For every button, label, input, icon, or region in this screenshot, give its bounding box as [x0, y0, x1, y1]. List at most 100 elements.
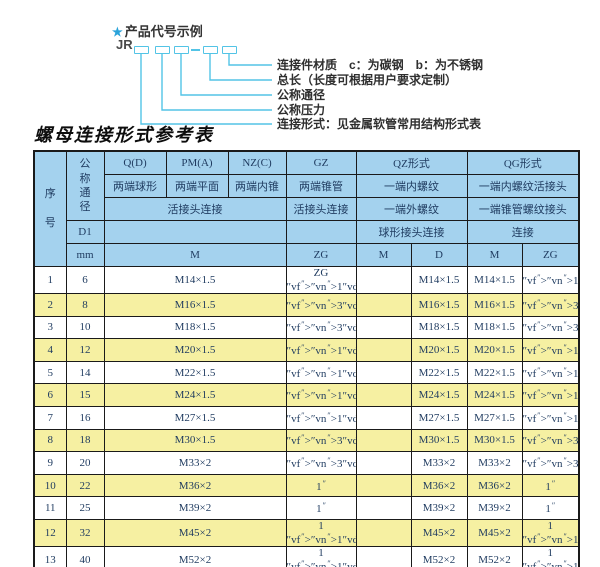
- header-thread-zg: ZG: [285, 243, 357, 267]
- cell-qg_m: M14×1.5: [466, 266, 523, 294]
- header-ends-nzc: 两端内锥: [227, 174, 287, 198]
- diagram-label-material: 连接件材质 c：为碳钢 b：为不锈钢: [277, 58, 484, 72]
- cell-qz_d: M30×1.5: [410, 428, 468, 453]
- cell-dn: 20: [65, 451, 105, 475]
- cell-qg_zg: 1 ″vf″>″vn″>1″vd″>2″: [521, 545, 580, 567]
- header-ends-pma: 两端平面: [165, 174, 229, 198]
- cell-qz_d: M39×2: [410, 496, 468, 520]
- product-code-diagram: ★ 产品代号示例 JR 连接件材质 c：为碳钢 b：为不锈钢 总长（长度可根据用户…: [0, 0, 600, 148]
- table-row: 10 22 M36×2 1″ M36×2 M36×2 1″: [33, 473, 580, 498]
- cell-gz: ″vf″>″vn″>3″vd″>4″: [285, 428, 357, 453]
- table-row: 716M27×1.5″vf″>″vn″>1″vd″>2″M27×1.5M27×1…: [33, 405, 580, 430]
- cell-qz_m: [355, 405, 412, 430]
- cell-qg_zg: ″vf″>″vn″>1″vd″>4″: [521, 266, 580, 294]
- header-ends-qz: 一端内螺纹: [355, 174, 468, 198]
- cell-dn: 15: [65, 383, 105, 407]
- cell-qz_m: [355, 545, 412, 567]
- cell-qz_d: M52×2: [410, 545, 468, 567]
- cell-m: M18×1.5: [103, 315, 287, 340]
- cell-qz_d: M18×1.5: [410, 315, 468, 340]
- cell-qg_zg: ″vf″>″vn″>1″vd″>2″: [521, 360, 580, 385]
- cell-qz_d: M24×1.5: [410, 383, 468, 407]
- cell-qg_zg: ″vf″>″vn″>1″vd″>2″: [521, 405, 580, 430]
- cell-qg_zg: ″vf″>″vn″>1″vd″>2″: [521, 383, 580, 407]
- cell-dn: 40: [65, 545, 105, 567]
- cell-qz_d: M45×2: [410, 518, 468, 547]
- cell-dn: 10: [65, 315, 105, 340]
- header-d1-blank-1: [103, 220, 287, 244]
- cell-qg_m: M24×1.5: [466, 383, 523, 407]
- diagram-heading: ★ 产品代号示例: [112, 21, 203, 40]
- cell-no: 4: [33, 338, 67, 362]
- cell-m: M14×1.5: [103, 266, 287, 294]
- cell-qg_m: M45×2: [466, 518, 523, 547]
- cell-gz: 1 ″vf″>″vn″>1″vd″>4″: [285, 518, 357, 547]
- cell-qz_m: [355, 473, 412, 498]
- header-group-pma: PM(A): [165, 150, 229, 175]
- cell-qz_d: M20×1.5: [410, 338, 468, 362]
- cell-qz_m: [355, 451, 412, 475]
- table-row: 818M30×1.5″vf″>″vn″>3″vd″>4″M30×1.5M30×1…: [33, 428, 580, 453]
- cell-dn: 16: [65, 405, 105, 430]
- cell-dn: 12: [65, 338, 105, 362]
- cell-qz_d: M33×2: [410, 451, 468, 475]
- cell-qg_zg: ″vf″>″vn″>3″vd″>4″: [521, 451, 580, 475]
- nut-connection-table: 序号 公称通径 Q(D) PM(A) NZ(C) GZ QZ形式 QG形式 两端…: [33, 150, 581, 567]
- cell-qz_d: M16×1.5: [410, 293, 468, 317]
- diagram-label-length: 总长（长度可根据用户要求定制）: [277, 73, 458, 87]
- table-row: 11 25 M39×2 1″ M39×2 M39×2 1″: [33, 496, 580, 520]
- cell-qz_d: M22×1.5: [410, 360, 468, 385]
- cell-qg_zg: ″vf″>″vn″>3″vd″>4″: [521, 428, 580, 453]
- table-row: 920M33×2″vf″>″vn″>3″vd″>4″M33×2M33×2″vf″…: [33, 451, 580, 475]
- cell-qz_m: [355, 315, 412, 340]
- cell-gz: 1 ″vf″>″vn″>1″vd″>2″: [285, 545, 357, 567]
- cell-dn: 25: [65, 496, 105, 520]
- cell-m: M39×2: [103, 496, 287, 520]
- cell-no: 7: [33, 405, 67, 430]
- cell-qz_d: M27×1.5: [410, 405, 468, 430]
- cell-qg_zg: ″vf″>″vn″>3″vd″>8″: [521, 315, 580, 340]
- header-ends-gz: 两端锥管: [285, 174, 357, 198]
- cell-m: M36×2: [103, 473, 287, 498]
- header-group-nzc: NZ(C): [227, 150, 287, 175]
- header-thread-m: M: [103, 243, 287, 267]
- cell-gz: ″vf″>″vn″>3″vd″>8″: [285, 315, 357, 340]
- cell-no: 12: [33, 518, 67, 547]
- cell-no: 11: [33, 496, 67, 520]
- header-thread-qz-d: D: [410, 243, 468, 267]
- header-thread-qg-m: M: [466, 243, 523, 267]
- diagram-label-diameter: 公称通径: [277, 88, 326, 102]
- cell-qg_m: M27×1.5: [466, 405, 523, 430]
- cell-qz_m: [355, 293, 412, 317]
- cell-qg_m: M30×1.5: [466, 428, 523, 453]
- header-row-groups: 序号 公称通径 Q(D) PM(A) NZ(C) GZ QZ形式 QG形式: [33, 150, 580, 267]
- header-thread-qg-zg: ZG: [521, 243, 580, 267]
- cell-qz_m: [355, 266, 412, 294]
- cell-no: 10: [33, 473, 67, 498]
- cell-qg_m: M18×1.5: [466, 315, 523, 340]
- cell-no: 13: [33, 545, 67, 567]
- header-group-qd: Q(D): [103, 150, 167, 175]
- cell-m: M33×2: [103, 451, 287, 475]
- header-ends-qg: 一端内螺纹活接头: [466, 174, 580, 198]
- cell-m: M20×1.5: [103, 338, 287, 362]
- cell-no: 1: [33, 266, 67, 294]
- header-conn-qz: 一端外螺纹: [355, 197, 468, 221]
- cell-qz_d: M14×1.5: [410, 266, 468, 294]
- cell-gz: ZG ″vf″>″vn″>1″vd″>4″: [285, 266, 357, 294]
- cell-qg_m: M39×2: [466, 496, 523, 520]
- cell-qg_zg: 1″: [521, 496, 580, 520]
- cell-dn: 6: [65, 266, 105, 294]
- cell-m: M30×1.5: [103, 428, 287, 453]
- table-row: 310M18×1.5″vf″>″vn″>3″vd″>8″M18×1.5M18×1…: [33, 315, 580, 340]
- cell-qg_m: M20×1.5: [466, 338, 523, 362]
- cell-no: 5: [33, 360, 67, 385]
- header-d1: D1: [65, 220, 105, 244]
- header-thread-qz-m: M: [355, 243, 412, 267]
- header-seq: 序号: [33, 150, 67, 267]
- cell-no: 3: [33, 315, 67, 340]
- cell-m: M22×1.5: [103, 360, 287, 385]
- cell-qg_zg: ″vf″>″vn″>1″vd″>2″: [521, 338, 580, 362]
- cell-gz: 1″: [285, 473, 357, 498]
